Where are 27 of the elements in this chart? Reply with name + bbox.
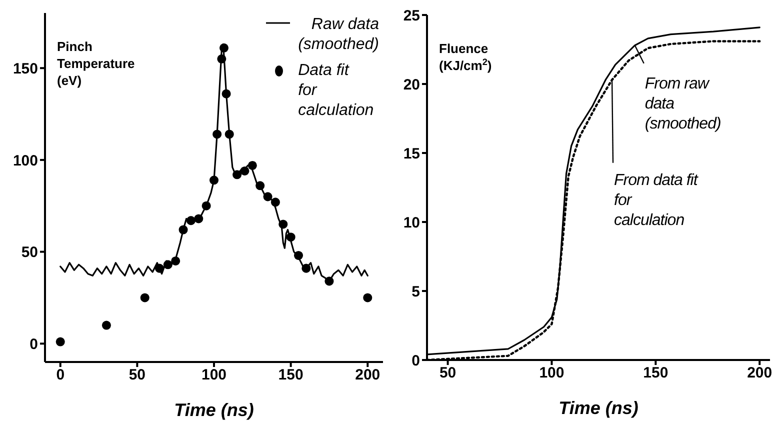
annotation: From raw data (smoothed) xyxy=(644,75,721,132)
x-tick-label: 100 xyxy=(539,364,564,382)
x-tick-label: 50 xyxy=(128,366,146,384)
y-tick-label: 150 xyxy=(12,60,38,78)
y-tick-label: 50 xyxy=(21,244,38,262)
x-axis-title: Time (ns) xyxy=(174,400,254,420)
y-axis-title: Fluence (KJ/cm$^{2}$) xyxy=(439,41,492,73)
x-tick-label: 0 xyxy=(56,366,65,384)
y-tick-label: 0 xyxy=(412,352,420,370)
x-tick-label: 150 xyxy=(278,366,304,384)
y-tick-label: 0 xyxy=(30,336,38,353)
y-tick-label: 100 xyxy=(12,152,38,170)
x-tick-label: 200 xyxy=(355,366,380,384)
x-tick-label: 100 xyxy=(201,366,227,384)
legend-label: Data fit for calculation xyxy=(298,61,374,121)
y-tick-label: 5 xyxy=(412,283,420,300)
y-tick-label: 10 xyxy=(403,214,420,232)
annotation: From data fit for calculation xyxy=(614,172,698,229)
y-tick-label: 20 xyxy=(403,76,420,94)
y-tick-label: 15 xyxy=(403,145,420,162)
x-tick-label: 200 xyxy=(747,364,772,382)
y-axis-title: Pinch Temperature (eV) xyxy=(57,39,135,88)
x-axis-title: Time (ns) xyxy=(558,398,638,418)
legend-label: Raw data (smoothed) xyxy=(298,15,379,55)
x-tick-label: 50 xyxy=(439,364,456,382)
x-tick-label: 150 xyxy=(643,364,668,382)
y-tick-label: 25 xyxy=(403,7,420,24)
